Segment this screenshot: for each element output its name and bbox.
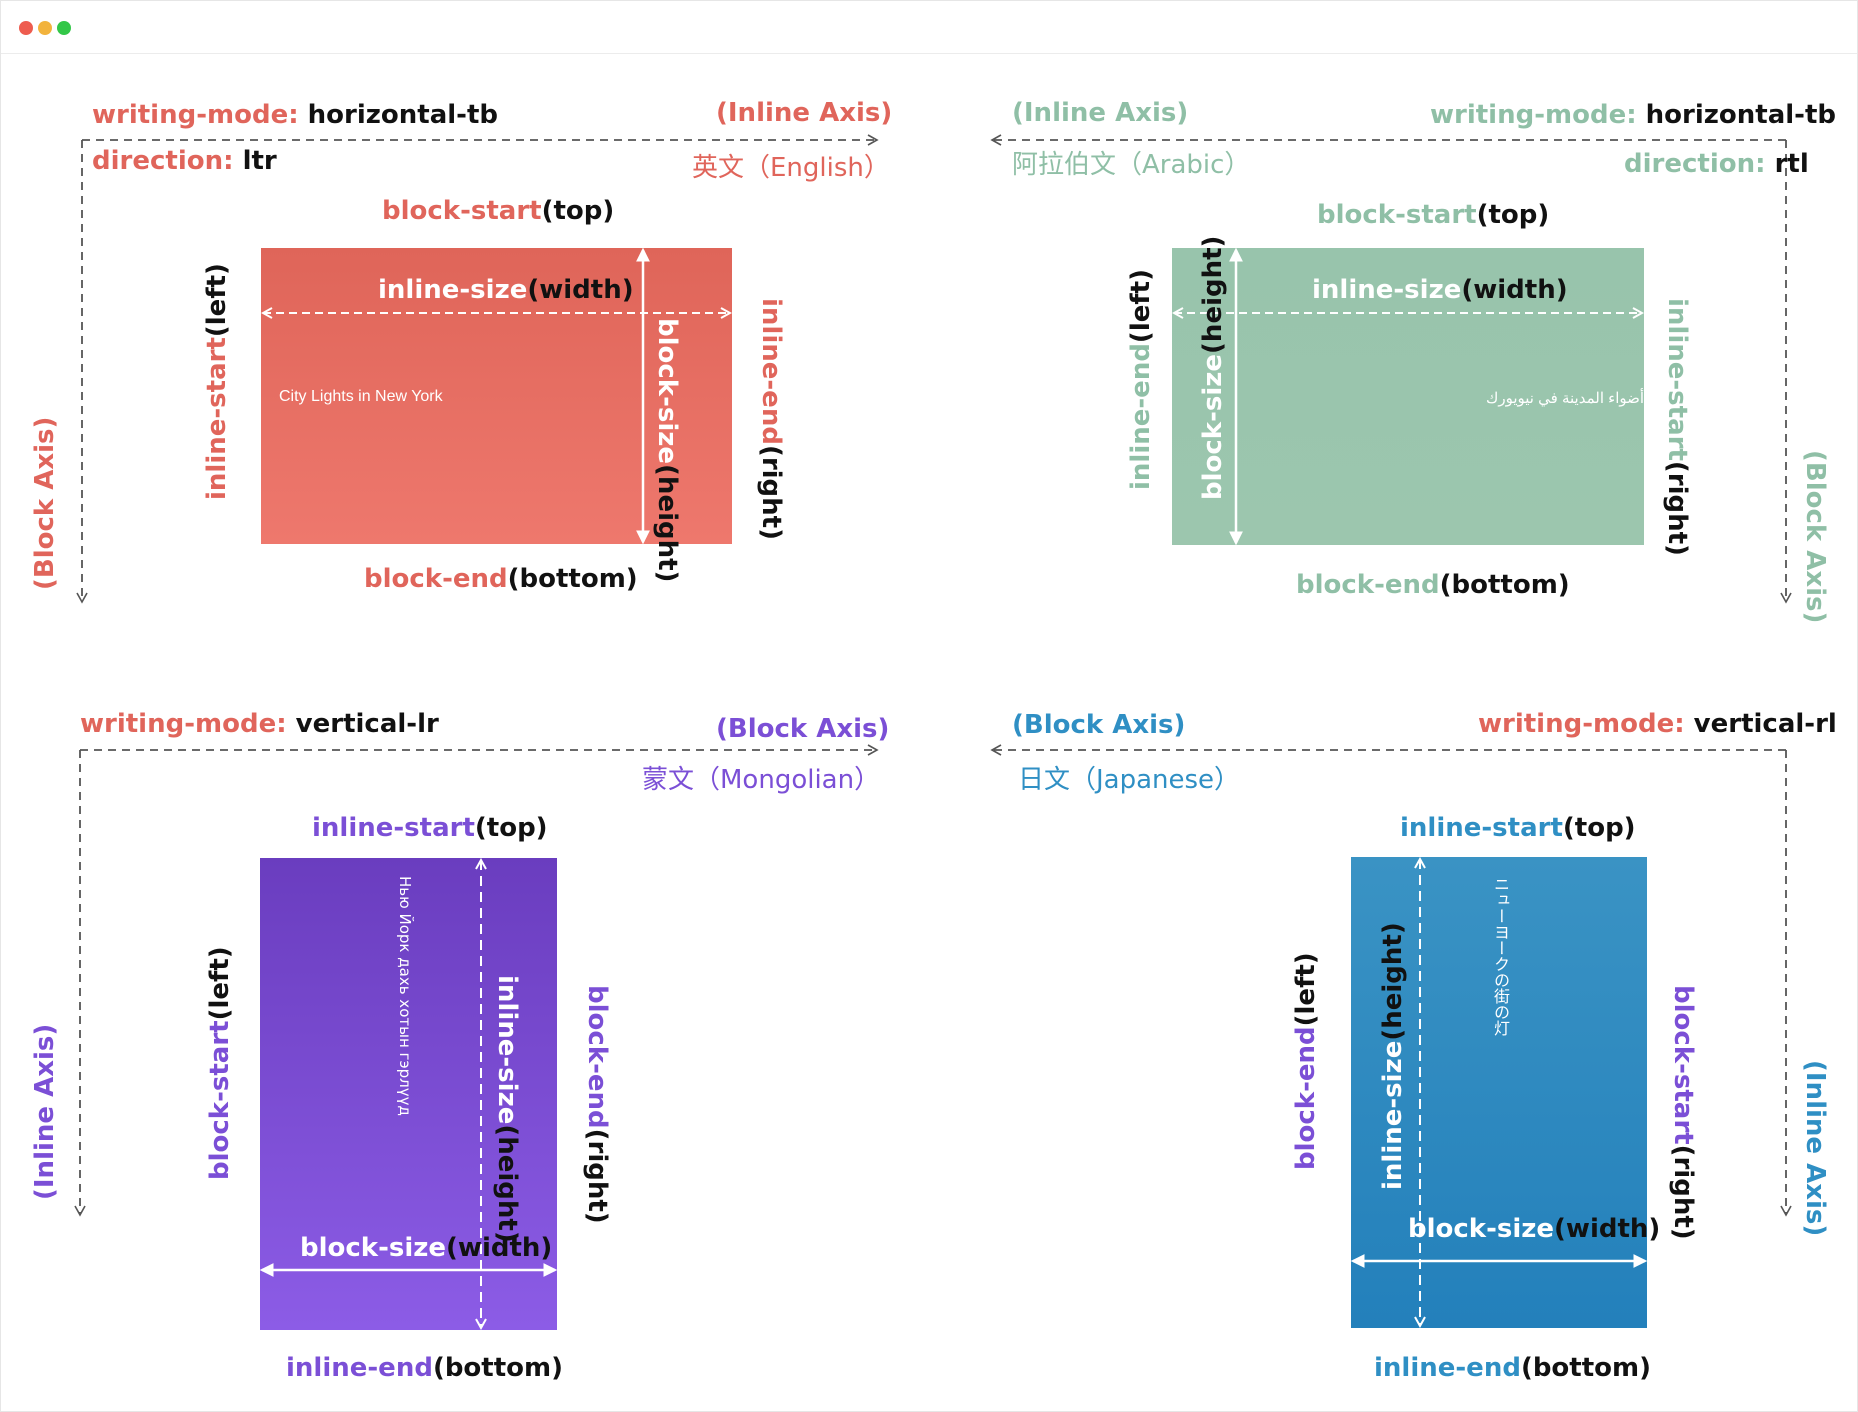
arabic-writing-mode-label: writing-mode: horizontal-tb [1430, 100, 1836, 130]
mongolian-inline-end-label: inline-end(bottom) [286, 1353, 563, 1383]
arabic-sample-text: أضواء المدينة في نيويورك [1486, 390, 1645, 407]
mongolian-block-end-label: block-end(right) [582, 985, 612, 1224]
arabic-block-axis-label: (Block Axis) [1800, 450, 1830, 624]
japanese-block-axis-label: (Block Axis) [1012, 710, 1186, 740]
arabic-inline-start-label: inline-start(right) [1662, 298, 1692, 556]
japanese-block-start-label: block-start(right) [1668, 985, 1698, 1240]
english-writing-mode-label: writing-mode: horizontal-tb [92, 100, 498, 130]
english-block-start-label: block-start(top) [382, 196, 615, 226]
japanese-inline-start-label: inline-start(top) [1400, 813, 1636, 843]
arabic-block-end-label: block-end(bottom) [1296, 570, 1570, 600]
japanese-inline-size-label: inline-size(height) [1378, 922, 1408, 1190]
mongolian-inline-axis-label: (Inline Axis) [30, 1023, 60, 1200]
japanese-block-end-label: block-end(left) [1291, 952, 1321, 1170]
english-block-end-label: block-end(bottom) [364, 564, 638, 594]
english-sample-text: City Lights in New York [279, 388, 443, 405]
maximize-window-button[interactable] [57, 21, 71, 35]
arabic-inline-end-label: inline-end(left) [1126, 269, 1156, 490]
mongolian-writing-mode-label: writing-mode: vertical-lr [80, 709, 439, 739]
arabic-box [1172, 248, 1644, 545]
english-inline-axis-label: (Inline Axis) [716, 98, 893, 128]
mongolian-inline-start-label: inline-start(top) [312, 813, 548, 843]
japanese-inline-axis-label: (Inline Axis) [1800, 1060, 1830, 1237]
arabic-block-size-label: block-size(height) [1198, 235, 1228, 500]
english-inline-start-label: inline-start(left) [202, 263, 232, 500]
mongolian-block-axis-label: (Block Axis) [716, 714, 890, 744]
window-titlebar [1, 1, 1857, 54]
japanese-language-label: 日文（Japanese） [1018, 765, 1241, 795]
english-direction-label: direction: ltr [92, 146, 277, 176]
close-window-button[interactable] [19, 21, 33, 35]
mongolian-inline-size-label: inline-size(height) [492, 975, 522, 1243]
arabic-inline-axis-label: (Inline Axis) [1012, 98, 1189, 128]
mongolian-block-start-label: block-start(left) [205, 946, 235, 1180]
mongolian-box [260, 858, 557, 1330]
japanese-box [1351, 857, 1647, 1328]
english-language-label: 英文（English） [692, 153, 890, 183]
english-block-size-label: block-size(height) [652, 318, 682, 583]
japanese-sample-text: ニューヨークの街の灯 [1491, 876, 1510, 1036]
arabic-direction-label: direction: rtl [1624, 149, 1809, 179]
mongolian-sample-text: Нью Йорк дахь хотын гэрлүүд [396, 876, 414, 1116]
arabic-block-start-label: block-start(top) [1317, 200, 1550, 230]
english-inline-end-label: inline-end(right) [756, 298, 786, 540]
minimize-window-button[interactable] [38, 21, 52, 35]
english-inline-size-label: inline-size(width) [378, 275, 634, 305]
mongolian-block-size-label: block-size(width) [300, 1233, 553, 1263]
japanese-inline-end-label: inline-end(bottom) [1374, 1353, 1651, 1383]
japanese-block-size-label: block-size(width) [1408, 1214, 1661, 1244]
japanese-writing-mode-label: writing-mode: vertical-rl [1478, 709, 1837, 739]
english-block-axis-label: (Block Axis) [30, 416, 60, 590]
arabic-language-label: 阿拉伯文（Arabic） [1012, 150, 1251, 180]
arabic-inline-size-label: inline-size(width) [1312, 275, 1568, 305]
english-box [261, 248, 732, 544]
mongolian-language-label: 蒙文（Mongolian） [642, 765, 881, 795]
